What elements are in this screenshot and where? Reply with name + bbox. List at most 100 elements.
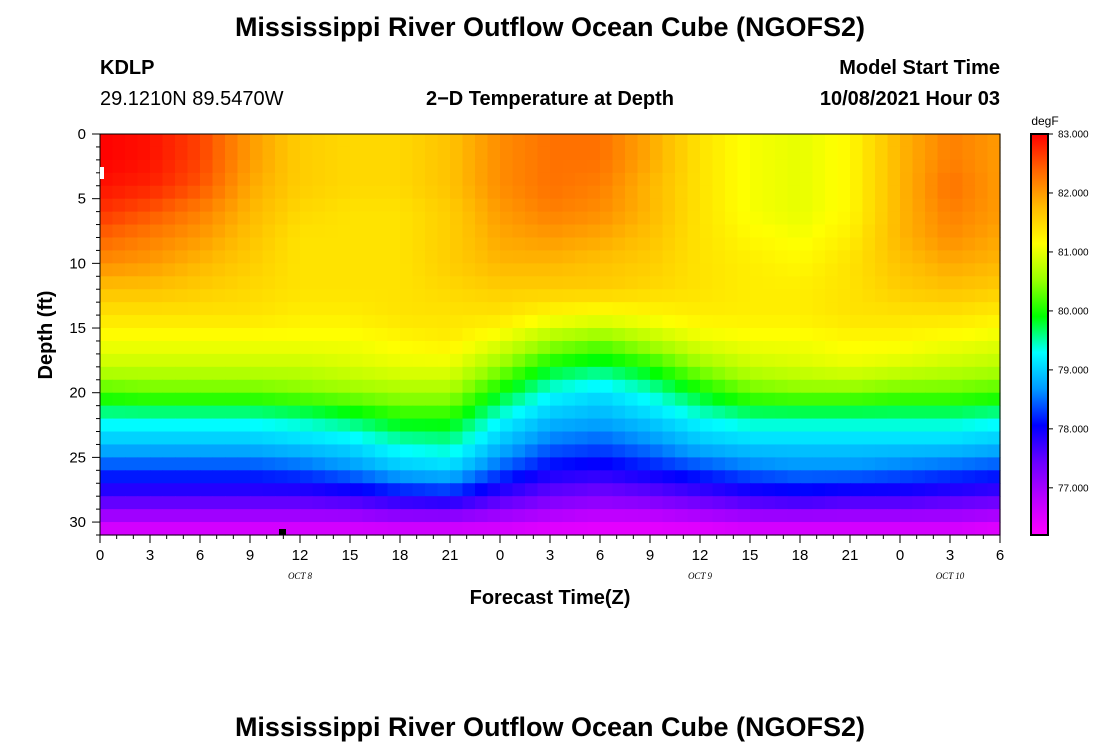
heatmap-cell xyxy=(850,315,864,329)
heatmap-cell xyxy=(987,159,1001,174)
heatmap-cell xyxy=(237,250,251,264)
heatmap-cell xyxy=(737,134,751,148)
heatmap-cell xyxy=(437,483,451,497)
heatmap-cell xyxy=(912,483,926,497)
heatmap-cell xyxy=(300,405,314,420)
station-id: KDLP xyxy=(100,57,154,79)
heatmap-cell xyxy=(900,302,914,316)
heatmap-cell xyxy=(725,379,739,394)
heatmap-cell xyxy=(112,302,126,316)
heatmap-cell xyxy=(450,134,464,148)
heatmap-cell xyxy=(300,366,314,381)
heatmap-cell xyxy=(575,405,589,420)
heatmap-cell xyxy=(300,328,314,342)
heatmap-cell xyxy=(812,224,826,239)
heatmap-cell xyxy=(900,379,914,394)
heatmap-cell xyxy=(400,444,414,458)
heatmap-cell xyxy=(550,146,564,161)
heatmap-cell xyxy=(887,172,901,187)
heatmap-cell xyxy=(837,418,851,433)
heatmap-cell xyxy=(450,405,464,420)
heatmap-cell xyxy=(250,289,264,303)
heatmap-cell xyxy=(175,509,189,523)
heatmap-cell xyxy=(650,198,664,213)
heatmap-cell xyxy=(362,146,376,161)
heatmap-cell xyxy=(675,289,689,303)
heatmap-cell xyxy=(362,392,376,407)
heatmap-cell xyxy=(300,509,314,523)
heatmap-cell xyxy=(112,289,126,303)
heatmap-cell xyxy=(150,522,164,536)
heatmap-cell xyxy=(637,340,651,355)
heatmap-cell xyxy=(912,405,926,420)
heatmap-cell xyxy=(137,185,151,200)
heatmap-cell xyxy=(350,353,364,368)
heatmap-cell xyxy=(562,379,576,394)
heatmap-cell xyxy=(587,250,601,264)
heatmap-cell xyxy=(975,392,989,407)
heatmap-cell xyxy=(237,522,251,536)
heatmap-cell xyxy=(462,198,476,213)
heatmap-cell xyxy=(662,509,676,523)
heatmap-cell xyxy=(600,198,614,213)
heatmap-cell xyxy=(487,522,501,536)
heatmap-cell xyxy=(237,237,251,252)
x-tick-label: 15 xyxy=(742,547,759,564)
heatmap-cell xyxy=(200,315,214,329)
heatmap-cell xyxy=(600,185,614,200)
heatmap-cell xyxy=(725,237,739,252)
heatmap-cell xyxy=(425,483,439,497)
heatmap-cell xyxy=(687,263,701,277)
heatmap-cell xyxy=(725,431,739,446)
heatmap-cell xyxy=(875,470,889,484)
heatmap-cell xyxy=(562,172,576,187)
heatmap-cell xyxy=(262,134,276,148)
heatmap-cell xyxy=(187,405,201,420)
heatmap-cell xyxy=(200,328,214,342)
heatmap-cell xyxy=(950,496,964,510)
heatmap-cell xyxy=(437,418,451,433)
heatmap-cell xyxy=(550,366,564,381)
heatmap-cell xyxy=(562,302,576,316)
heatmap-cell xyxy=(162,134,176,148)
heatmap-cell xyxy=(237,198,251,213)
heatmap-cell xyxy=(425,509,439,523)
heatmap-cell xyxy=(575,457,589,471)
heatmap-cell xyxy=(125,134,139,148)
heatmap-cell xyxy=(200,224,214,239)
heatmap-cell xyxy=(937,340,951,355)
heatmap-cell xyxy=(925,353,939,368)
heatmap-cell xyxy=(900,276,914,290)
heatmap-cell xyxy=(375,509,389,523)
heatmap-cell xyxy=(400,522,414,536)
heatmap-cell xyxy=(887,392,901,407)
heatmap-cell xyxy=(987,146,1001,161)
heatmap-cell xyxy=(712,340,726,355)
heatmap-cell xyxy=(300,522,314,536)
heatmap-cell xyxy=(612,237,626,252)
heatmap-cell xyxy=(525,159,539,174)
heatmap-cell xyxy=(712,457,726,471)
heatmap-cell xyxy=(737,315,751,329)
heatmap-cell xyxy=(225,418,239,433)
heatmap-cell xyxy=(800,340,814,355)
heatmap-cell xyxy=(875,172,889,187)
heatmap-cell xyxy=(900,315,914,329)
heatmap-cell xyxy=(662,263,676,277)
heatmap-cell xyxy=(762,134,776,148)
heatmap-cell xyxy=(662,457,676,471)
heatmap-cell xyxy=(712,224,726,239)
heatmap-cell xyxy=(637,146,651,161)
heatmap-cell xyxy=(275,276,289,290)
heatmap-cell xyxy=(250,418,264,433)
heatmap-cell xyxy=(650,134,664,148)
heatmap-cell xyxy=(600,418,614,433)
heatmap-cell xyxy=(600,522,614,536)
heatmap-cell xyxy=(212,159,226,174)
heatmap-cell xyxy=(325,146,339,161)
heatmap-cell xyxy=(925,431,939,446)
heatmap-cell xyxy=(800,315,814,329)
heatmap-cell xyxy=(425,289,439,303)
heatmap-cell xyxy=(662,134,676,148)
heatmap-cell xyxy=(700,379,714,394)
